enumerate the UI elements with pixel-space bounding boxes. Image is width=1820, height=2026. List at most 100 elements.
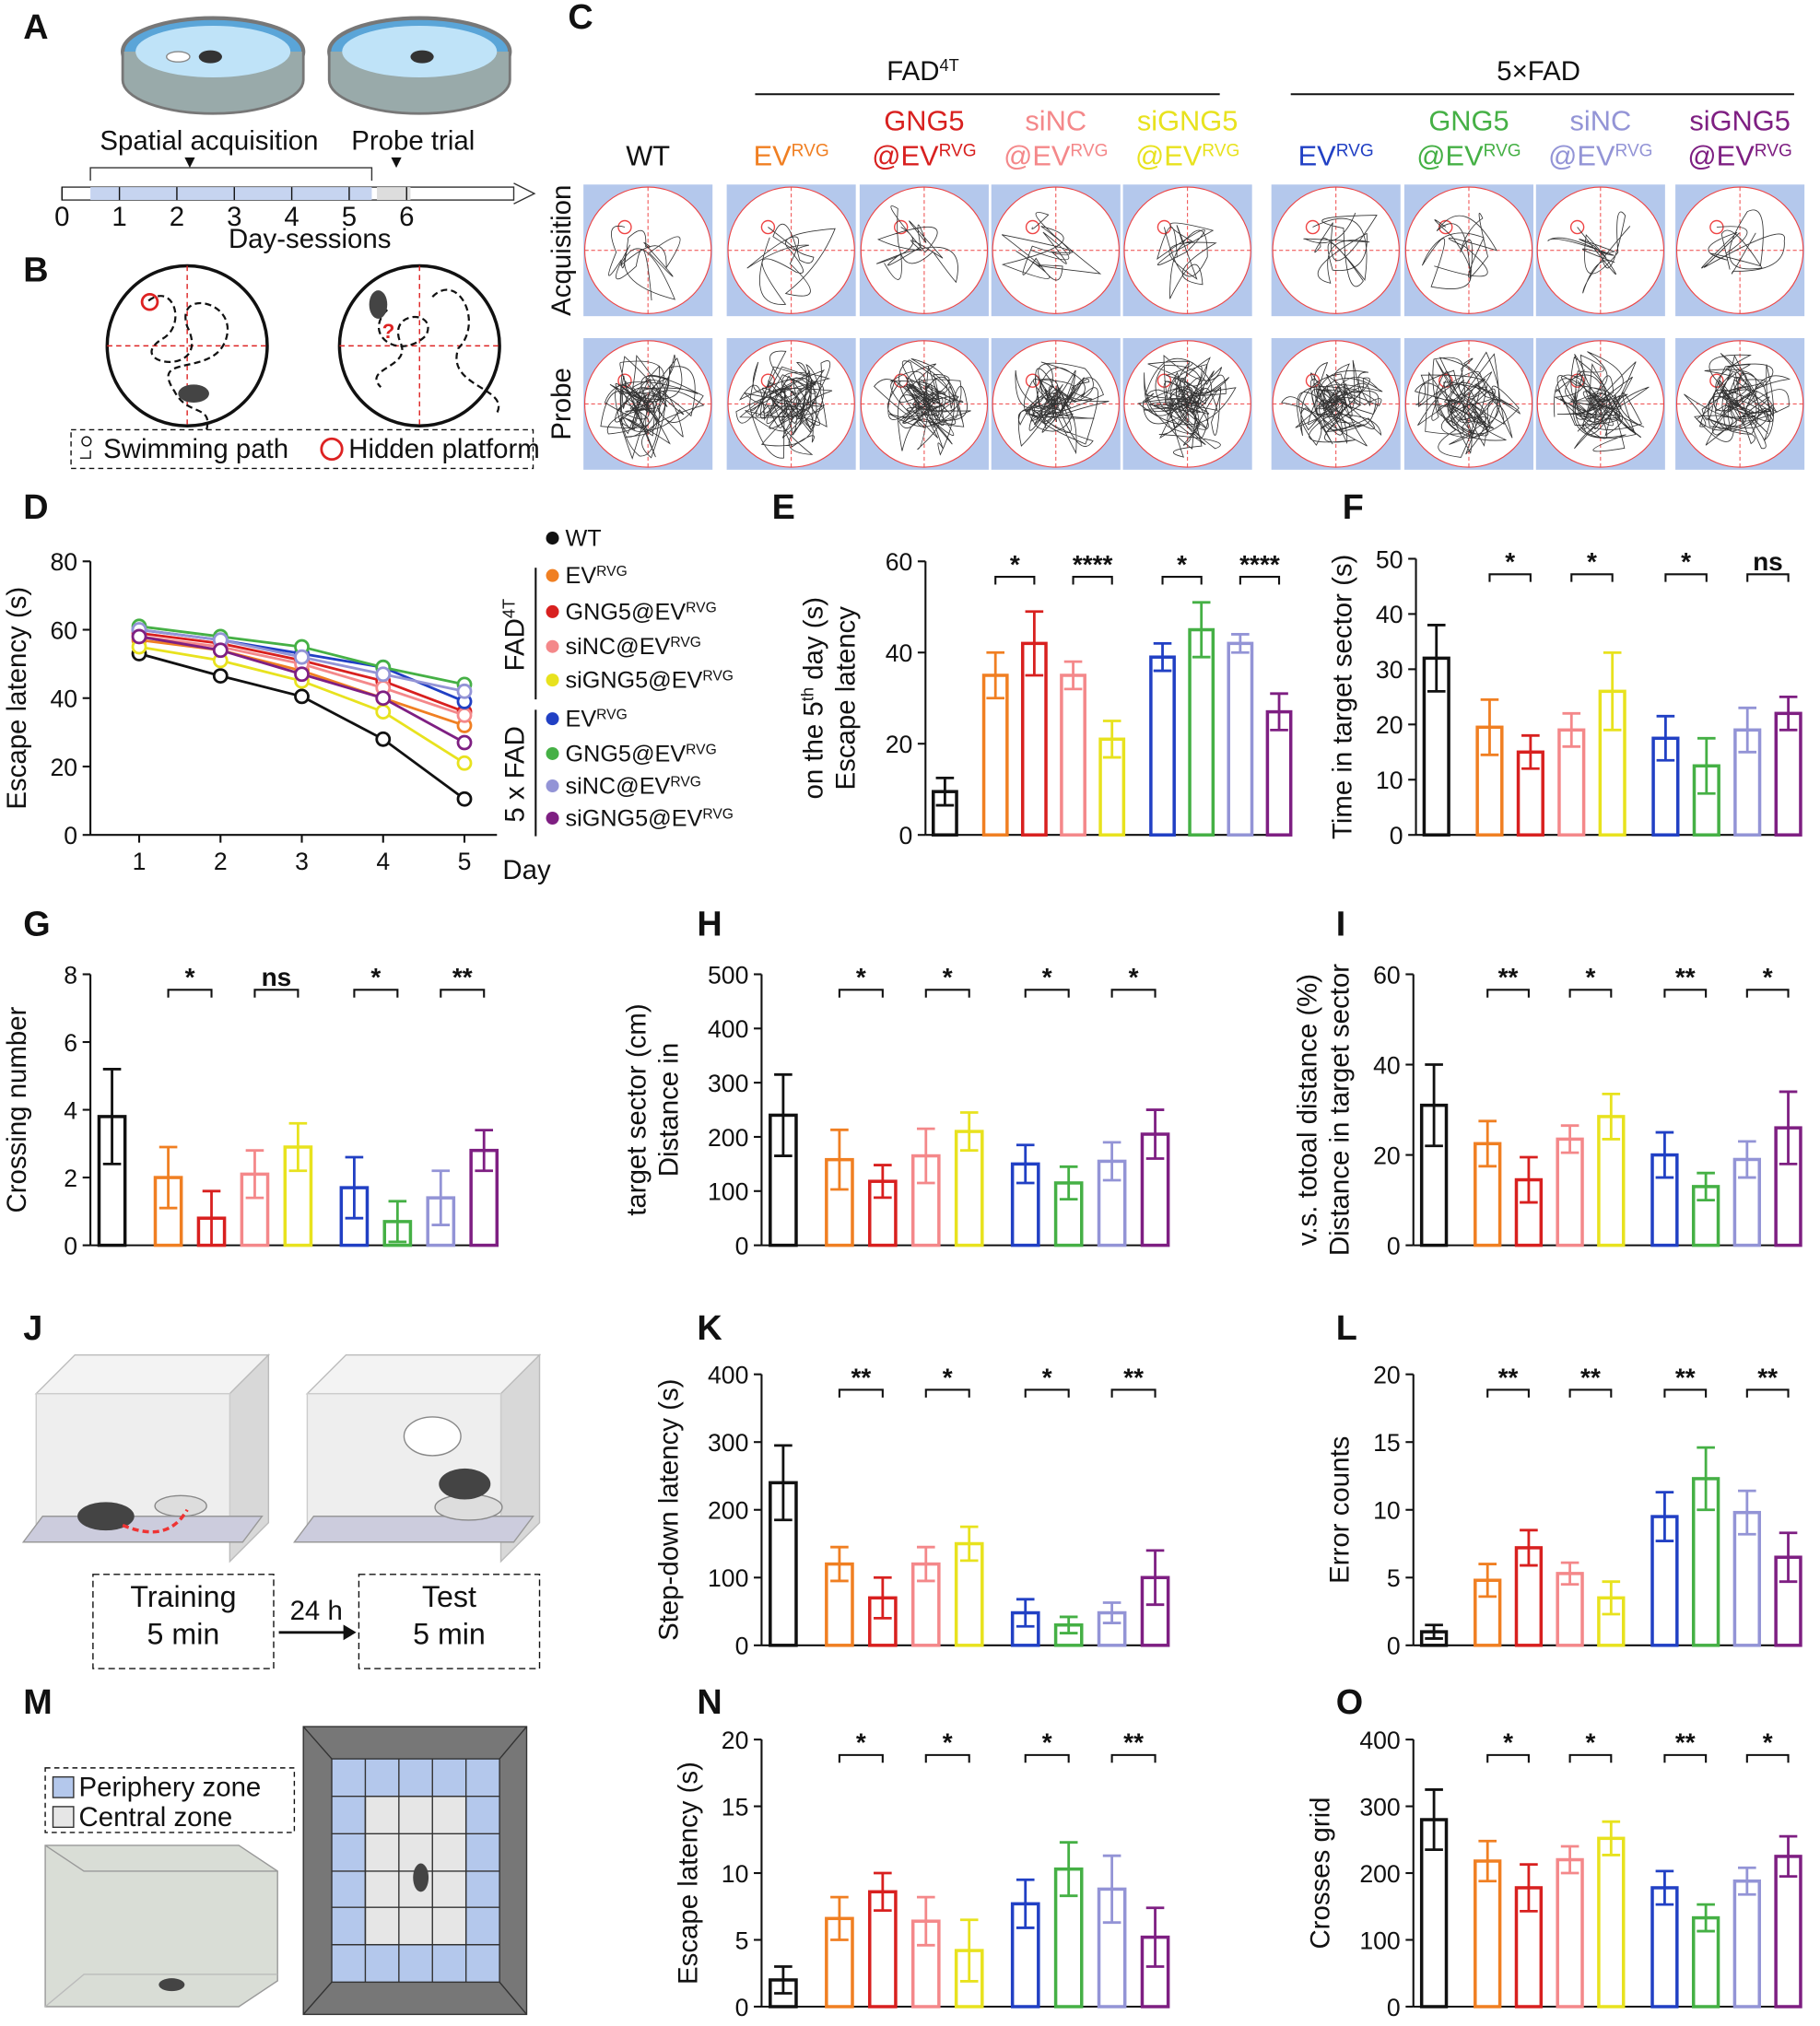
group-label-sup: 4T bbox=[939, 54, 958, 74]
platform bbox=[617, 373, 632, 388]
error-bar bbox=[1655, 1130, 1674, 1179]
column-label-text: @EV bbox=[1135, 139, 1203, 171]
legend-label: WT bbox=[566, 525, 602, 551]
swim-path bbox=[1303, 212, 1378, 287]
error-bar bbox=[1738, 1866, 1756, 1896]
significance-label: **** bbox=[1239, 550, 1280, 579]
significance-label: ** bbox=[851, 1363, 871, 1391]
series-marker bbox=[294, 649, 310, 665]
error-bar bbox=[1102, 1141, 1121, 1182]
significance-label: ** bbox=[1498, 1363, 1519, 1391]
track-cell bbox=[859, 184, 989, 317]
error-bar bbox=[1603, 650, 1622, 732]
phase-label: Probe trial bbox=[351, 125, 475, 156]
error-bar bbox=[1427, 624, 1446, 693]
y-tick-label: 100 bbox=[708, 1564, 748, 1592]
y-tick-label: 0 bbox=[1390, 822, 1403, 849]
series-marker bbox=[131, 628, 147, 645]
legend-label: Swimming path bbox=[103, 434, 288, 464]
legend-sup: RVG bbox=[670, 774, 701, 790]
y-tick-label: 20 bbox=[722, 1727, 749, 1754]
swim-path bbox=[746, 223, 836, 305]
significance-bracket bbox=[838, 1753, 884, 1763]
error-bar bbox=[1478, 1119, 1497, 1168]
y-tick-label: 30 bbox=[1376, 656, 1403, 684]
error-bar bbox=[830, 1895, 849, 1941]
swim-path bbox=[1421, 213, 1497, 290]
bar bbox=[1556, 1857, 1584, 2008]
column-label: WT bbox=[626, 139, 670, 171]
y-tick-label: 400 bbox=[1359, 1727, 1400, 1754]
y-axis-title: Crossing number bbox=[2, 1006, 32, 1212]
legend-name: GNG5@EV bbox=[566, 741, 687, 767]
bar bbox=[1188, 627, 1215, 837]
error-bar bbox=[245, 1149, 264, 1200]
significance-label: * bbox=[856, 963, 866, 991]
column-label-text: WT bbox=[626, 139, 670, 171]
column-label-sup: RVG bbox=[939, 141, 977, 160]
y-tick-label: 500 bbox=[708, 961, 748, 989]
y-tick-label: 60 bbox=[1373, 961, 1401, 989]
column-label: siNC bbox=[1025, 104, 1086, 136]
quadrant-lines bbox=[584, 187, 711, 314]
significance-label: * bbox=[370, 963, 381, 991]
error-bar bbox=[1270, 692, 1288, 732]
panel-label: D bbox=[23, 488, 48, 527]
error-bar bbox=[1153, 641, 1172, 673]
platform bbox=[1305, 219, 1321, 235]
legend-group: FAD4T bbox=[499, 599, 531, 671]
significance-label: * bbox=[943, 963, 953, 991]
y-tick-label: 0 bbox=[735, 1994, 749, 2021]
row-label: Probe bbox=[546, 368, 577, 439]
column-label-sup: RVG bbox=[792, 141, 829, 160]
significance-label: * bbox=[185, 963, 195, 991]
error-bar bbox=[1655, 1869, 1674, 1906]
y-tick-label: 0 bbox=[1387, 1633, 1401, 1660]
legend-name: siGNG5@EV bbox=[566, 805, 703, 831]
y-tick-label: 0 bbox=[898, 822, 912, 849]
track-cell bbox=[1271, 337, 1401, 470]
significance-label: ** bbox=[1675, 1363, 1696, 1391]
legend-group-text: FAD bbox=[500, 618, 531, 671]
y-tick-label: 10 bbox=[722, 1860, 749, 1888]
x-tick-label: 4 bbox=[376, 848, 390, 875]
significance-label: * bbox=[1505, 547, 1515, 576]
column-label: siGNG5 bbox=[1137, 104, 1239, 136]
y-axis-title: Error counts bbox=[1325, 1436, 1356, 1584]
track-cell bbox=[1403, 337, 1534, 470]
swim-path bbox=[1137, 355, 1237, 458]
open-field-illustration bbox=[44, 1726, 528, 2016]
series-marker bbox=[212, 668, 229, 685]
swim-path bbox=[1701, 209, 1785, 275]
platform bbox=[1709, 219, 1724, 235]
significance-bracket bbox=[1570, 573, 1614, 582]
series-marker bbox=[456, 707, 473, 723]
quadrant-lines bbox=[992, 187, 1120, 314]
error-bar bbox=[1560, 1561, 1579, 1587]
legend-label: siGNG5@EVRVG bbox=[566, 805, 734, 831]
column-label-sup: RVG bbox=[1202, 141, 1239, 160]
error-bar bbox=[202, 1189, 221, 1247]
y-axis-title: on the 5th day (s) bbox=[797, 597, 829, 800]
significance-bracket bbox=[1110, 1753, 1157, 1763]
column-label-sup: RVG bbox=[1070, 141, 1108, 160]
y-tick-label: 6 bbox=[64, 1029, 77, 1057]
y-tick-label: 200 bbox=[1359, 1860, 1400, 1888]
significance-bracket bbox=[167, 989, 213, 998]
pool bbox=[992, 186, 1120, 314]
quadrant-lines bbox=[861, 340, 988, 468]
quadrant-lines bbox=[1676, 187, 1803, 314]
bar bbox=[1474, 1859, 1502, 2008]
column-label: @EVRVG bbox=[1004, 139, 1108, 171]
swim-path bbox=[1553, 351, 1650, 452]
column-label: GNG5 bbox=[884, 104, 964, 136]
error-bar bbox=[874, 1164, 892, 1200]
day-tick-label: 3 bbox=[227, 202, 241, 232]
track-cell bbox=[991, 337, 1121, 470]
column-label-sup: RVG bbox=[1336, 141, 1374, 160]
error-bar bbox=[1016, 1598, 1035, 1628]
swim-path bbox=[874, 357, 971, 456]
significance-bracket bbox=[440, 989, 486, 998]
column-label-text: GNG5 bbox=[1428, 104, 1509, 136]
significance-label: ** bbox=[1675, 1728, 1696, 1757]
